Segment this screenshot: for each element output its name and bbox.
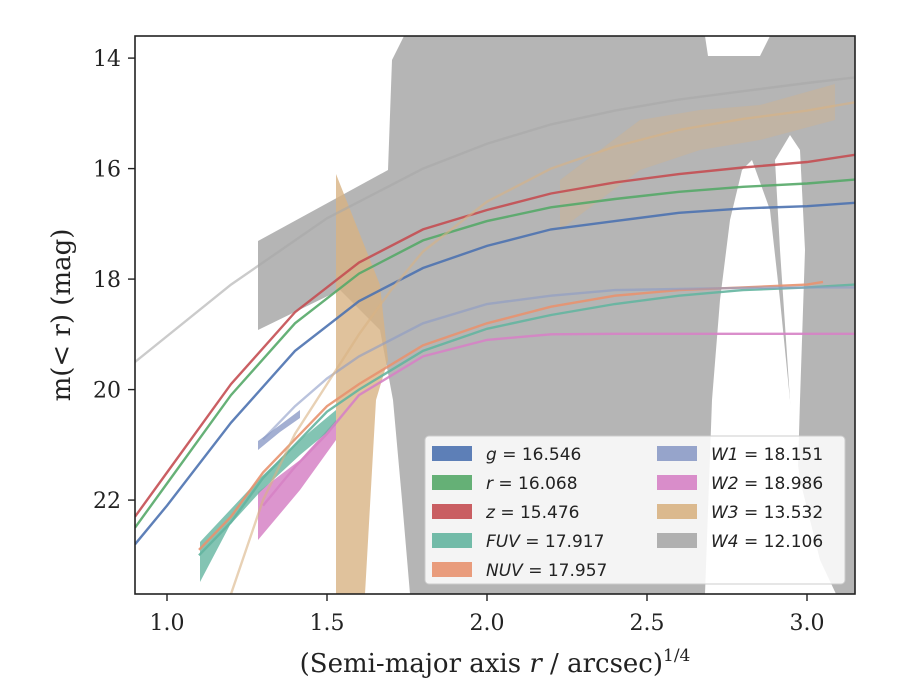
legend-band-name: g xyxy=(486,445,497,465)
legend-band-name: W1 xyxy=(711,445,739,465)
legend-swatch-w4 xyxy=(657,533,697,548)
legend-band-name: NUV xyxy=(486,561,524,581)
x-axis-label-main: (Semi-major axis xyxy=(300,649,530,679)
legend-band-name: W3 xyxy=(711,503,739,523)
legend-frame xyxy=(424,435,846,585)
x-axis-label-var: r xyxy=(529,649,543,679)
legend-band-total: = 12.106 xyxy=(739,532,824,552)
legend-swatch-fuv xyxy=(432,533,472,548)
legend-band-total: = 18.151 xyxy=(739,445,824,465)
w1-band xyxy=(258,410,300,450)
x-tick-label: 2.0 xyxy=(470,611,505,636)
legend-band-total: = 17.957 xyxy=(523,561,608,581)
fuv-band xyxy=(200,410,336,582)
series-line-w3 xyxy=(229,101,855,594)
legend-band-name: z xyxy=(485,503,496,523)
series-line-w4 xyxy=(135,76,855,363)
legend-label-z: z = 15.476 xyxy=(485,503,579,523)
legend-label-g: g = 16.546 xyxy=(486,445,581,465)
legend-band-total: = 18.986 xyxy=(739,474,824,494)
legend-swatch-g xyxy=(432,446,472,461)
y-tick-label: 22 xyxy=(93,489,121,514)
x-axis-label: (Semi-major axis r / arcsec)1/4 xyxy=(300,646,691,679)
legend-band-name: W4 xyxy=(711,532,739,552)
series-line-z xyxy=(135,153,855,518)
legend-swatch-w3 xyxy=(657,504,697,519)
y-tick-label: 16 xyxy=(93,158,121,183)
legend-label-w3: W3 = 13.532 xyxy=(711,503,823,523)
x-tick-label: 2.5 xyxy=(630,611,665,636)
w3-band xyxy=(336,174,388,594)
series-lines xyxy=(135,76,855,594)
legend-label-w1: W1 = 18.151 xyxy=(711,445,823,465)
legend-label-nuv: NUV = 17.957 xyxy=(486,561,607,581)
y-axis-label: m(< r) (mag) xyxy=(47,229,77,402)
x-axis-label-rest: / arcsec) xyxy=(542,649,663,679)
legend-band-name: FUV xyxy=(486,532,521,552)
legend-label-fuv: FUV = 17.917 xyxy=(486,532,604,552)
y-tick-label: 20 xyxy=(93,379,121,404)
legend-label-w4: W4 = 12.106 xyxy=(711,532,823,552)
w2-band xyxy=(258,420,336,540)
series-line-w2 xyxy=(262,332,855,507)
legend-swatch-w2 xyxy=(657,475,697,490)
y-tick-label: 14 xyxy=(93,47,121,72)
legend-swatch-w1 xyxy=(657,446,697,461)
y-tick-label: 18 xyxy=(93,268,121,293)
legend-band-total: = 15.476 xyxy=(495,503,580,523)
legend-band-total: = 13.532 xyxy=(739,503,824,523)
legend-swatch-z xyxy=(432,504,472,519)
x-tick-label: 1.0 xyxy=(150,611,185,636)
legend-band-total: = 16.068 xyxy=(493,474,578,494)
plot-frame xyxy=(134,35,856,595)
legend-swatch-nuv xyxy=(432,562,472,577)
series-line-w1 xyxy=(262,286,855,441)
series-line-r xyxy=(135,178,855,529)
x-axis-label-sup: 1/4 xyxy=(663,646,690,666)
series-line-fuv xyxy=(198,283,855,557)
x-axis-ticks: 1.0 1.5 2.0 2.5 3.0 xyxy=(150,594,825,636)
x-tick-label: 1.5 xyxy=(310,611,345,636)
legend-band-total: = 16.546 xyxy=(497,445,582,465)
series-line-g xyxy=(135,201,855,546)
legend-band-name: r xyxy=(486,474,494,494)
legend-label-w2: W2 = 18.986 xyxy=(711,474,823,494)
y-axis-ticks: 14 16 18 20 22 xyxy=(93,47,135,514)
x-tick-label: 3.0 xyxy=(790,611,825,636)
legend-band-name: W2 xyxy=(711,474,739,494)
w3-band-upper xyxy=(560,84,835,230)
legend-label-r: r = 16.068 xyxy=(486,474,578,494)
legend-swatch-r xyxy=(432,475,472,490)
legend-band-total: = 17.917 xyxy=(520,532,605,552)
